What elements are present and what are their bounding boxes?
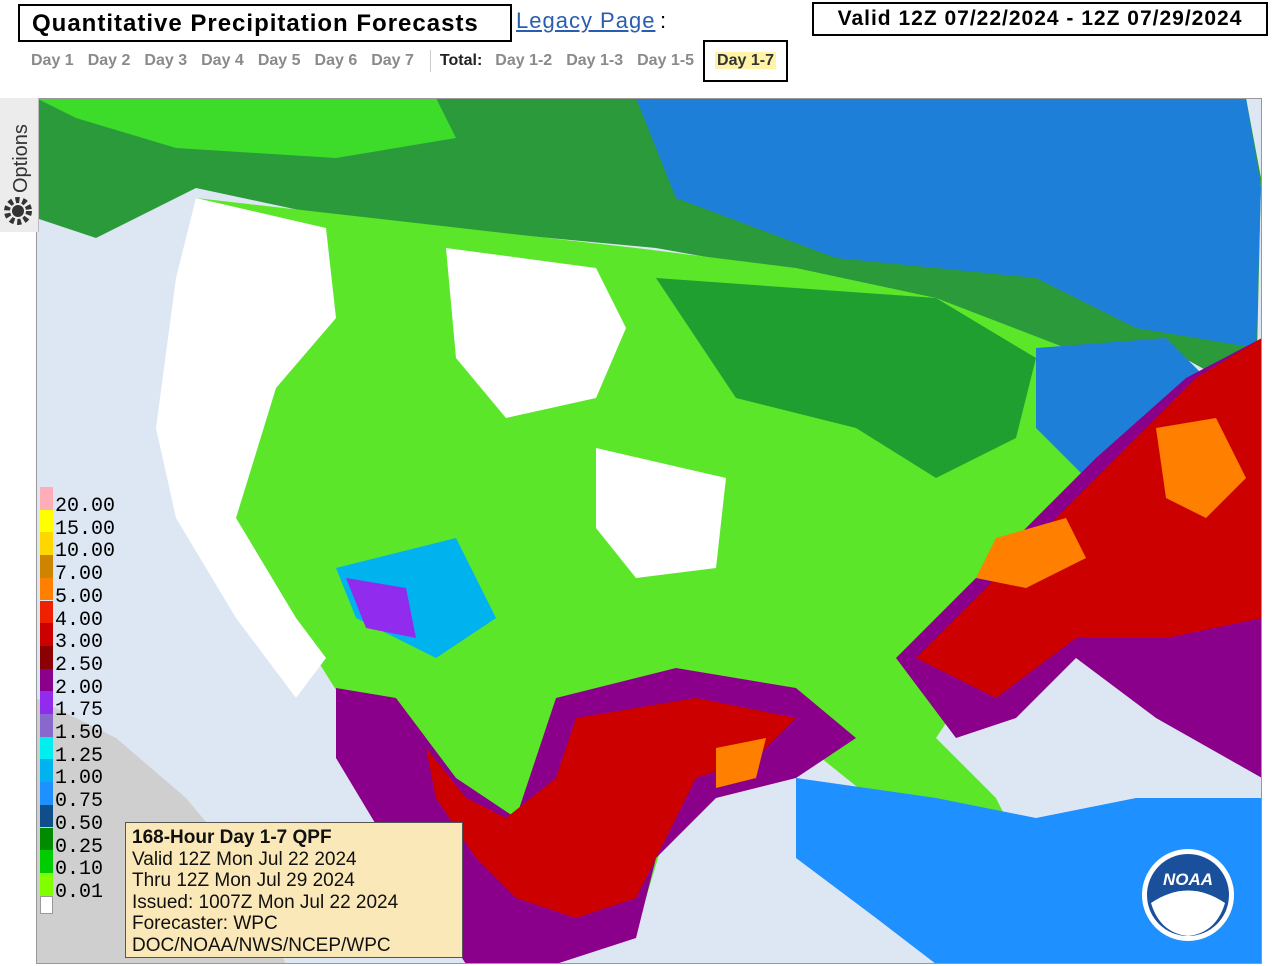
dry-plains [446,248,626,418]
southwest-purple [346,578,416,638]
legend-label: 0.10 [55,858,104,882]
legend-label: 0.50 [55,812,104,836]
legend-label: 2.50 [55,653,104,677]
texas-max [716,738,766,788]
legend-swatch [40,509,53,533]
legend-label: 1.50 [55,722,104,745]
day-tab[interactable]: Day 2 [87,52,131,69]
atlantic-max [1156,418,1246,518]
canada-west [36,98,456,158]
carolina-max [976,518,1086,588]
greatlakes-green [656,278,1036,478]
legend-label: 10.00 [55,540,116,564]
options-graphic: Options [4,124,32,225]
day-tab[interactable]: Day 3 [144,52,188,69]
legend-label: 20.00 [55,495,116,518]
colon: : [660,8,667,33]
legend-swatch [40,691,53,714]
options-tab[interactable]: Options [0,98,39,232]
legend-swatch [40,736,53,760]
total-tab[interactable]: Day 1-5 [637,52,695,69]
total-label: Total: [439,52,483,69]
legend-label: 5.00 [55,585,104,609]
day-tab[interactable]: Day 4 [201,52,244,69]
dry-west [156,198,336,698]
info-line: Issued: 1007Z Mon Jul 22 2024 [132,891,399,913]
legend-swatch [40,532,53,556]
legend-swatch [40,623,53,646]
legacy-link[interactable]: Legacy Page [516,8,656,33]
day-tab[interactable]: Day 6 [314,52,358,69]
legend-label: 15.00 [55,517,116,541]
options-label: Options [10,124,32,193]
tab-bar: Day 1 Day 2 Day 3 Day 4 Day 5 Day 6 Day 7 Total… [24,40,788,82]
legend-swatch [40,645,53,669]
total-tab[interactable]: Day 1-3 [566,52,624,69]
gulf-red [426,698,796,918]
map-border [36,98,1262,964]
day-tab[interactable]: Day 7 [371,52,414,69]
legend-swatch [40,487,53,510]
total-tab[interactable]: Day 1-2 [495,52,553,69]
day-tab[interactable]: Day 5 [257,52,301,69]
legend-label: 1.75 [55,699,104,723]
info-line: Valid 12Z Mon Jul 22 2024 [132,848,357,870]
selected-tab[interactable]: Day 1-7 [703,40,788,82]
legend-swatch [40,782,53,805]
legend-label: 7.00 [55,563,104,587]
gear-hub [12,205,24,217]
legend-swatch [40,827,53,851]
legend-label: 0.25 [55,835,104,859]
info-box: 168-Hour Day 1-7 QPF Valid 12Z Mon Jul 22… [125,822,463,958]
info-line: 168-Hour Day 1-7 QPF [132,827,332,848]
legend-label: 3.00 [55,631,104,655]
legend-swatch [40,872,53,896]
dry-kansas [596,448,726,578]
legend-label: 1.00 [55,767,104,791]
legend-swatch [40,555,53,578]
legend-swatch [40,759,53,783]
valid-range: Valid 12Z 07/22/2024 - 12Z 07/29/2024 [812,2,1268,36]
separator [429,50,431,72]
info-line: Thru 12Z Mon Jul 29 2024 [132,870,355,891]
info-line: Forecaster: WPC [132,913,278,934]
info-line: DOC/NOAA/NWS/NCEP/WPC [132,934,391,956]
noaa-text: NOAA [1163,870,1213,889]
page-title: Quantitative Precipitation Forecasts [18,4,512,42]
day-tab[interactable]: Day 1 [31,52,74,69]
legend-swatch-zero [40,895,53,915]
selected-tab-label: Day 1-7 [715,52,776,69]
legend-label: 0.75 [55,790,104,814]
legend-label: 4.00 [55,608,104,632]
legend-label: 0.01 [55,880,104,904]
legend-swatch [40,850,53,873]
legend-label: 1.25 [55,744,104,768]
canada-east-rain [636,98,1261,348]
northeast-blue [1036,338,1216,478]
legend-label: 2.00 [55,676,104,700]
noaa-gull [1151,890,1225,936]
legend-swatch [40,577,53,601]
legend-swatch [40,714,53,737]
legend-swatch [40,804,53,828]
gear-icon [4,197,32,225]
gulf-blue [796,778,1262,964]
legend-swatch [40,668,53,692]
legend-swatch [40,600,53,624]
